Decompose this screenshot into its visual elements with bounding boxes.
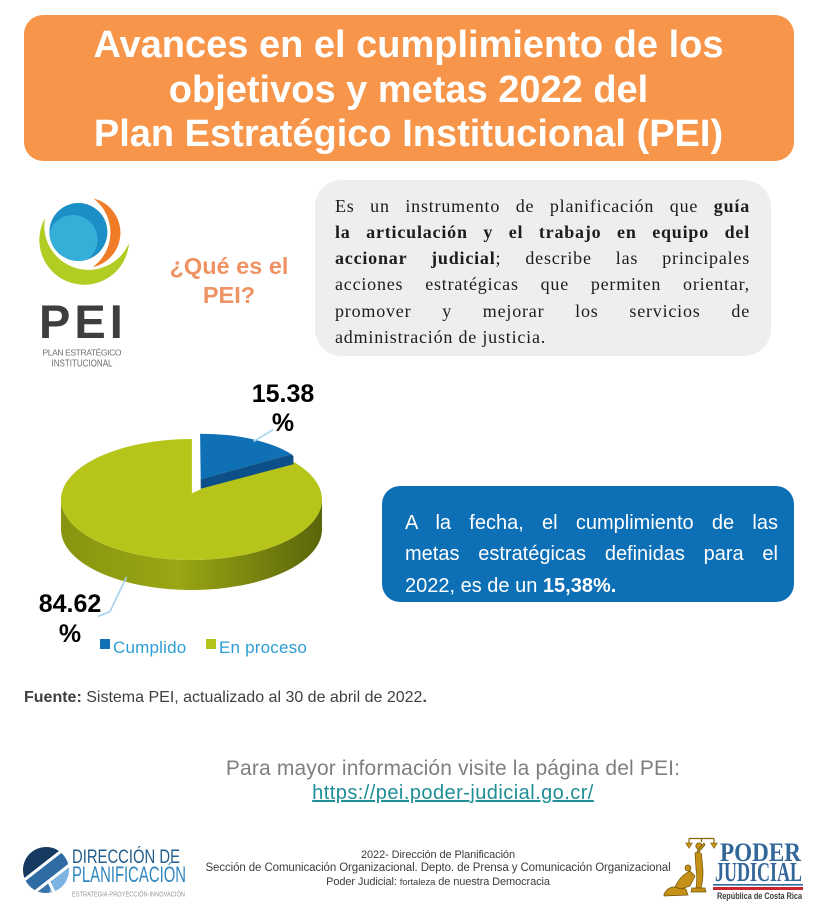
svg-text:JUDICIAL: JUDICIAL — [715, 857, 802, 887]
svg-text:INSTITUCIONAL: INSTITUCIONAL — [52, 358, 113, 370]
svg-text:PEI: PEI — [39, 295, 127, 348]
svg-text:DIRECCIÓN DE: DIRECCIÓN DE — [72, 845, 180, 868]
svg-text:PLANIFICACIÓN: PLANIFICACIÓN — [72, 862, 186, 887]
svg-text:ESTRATEGIA-PROYECCIÓN-INNOVACI: ESTRATEGIA-PROYECCIÓN-INNOVACIÓN — [72, 890, 185, 899]
svg-text:PODER: PODER — [720, 838, 801, 867]
svg-text:República de Costa Rica: República de Costa Rica — [717, 891, 803, 902]
svg-text:PLAN ESTRATÉGICO: PLAN ESTRATÉGICO — [43, 348, 122, 358]
